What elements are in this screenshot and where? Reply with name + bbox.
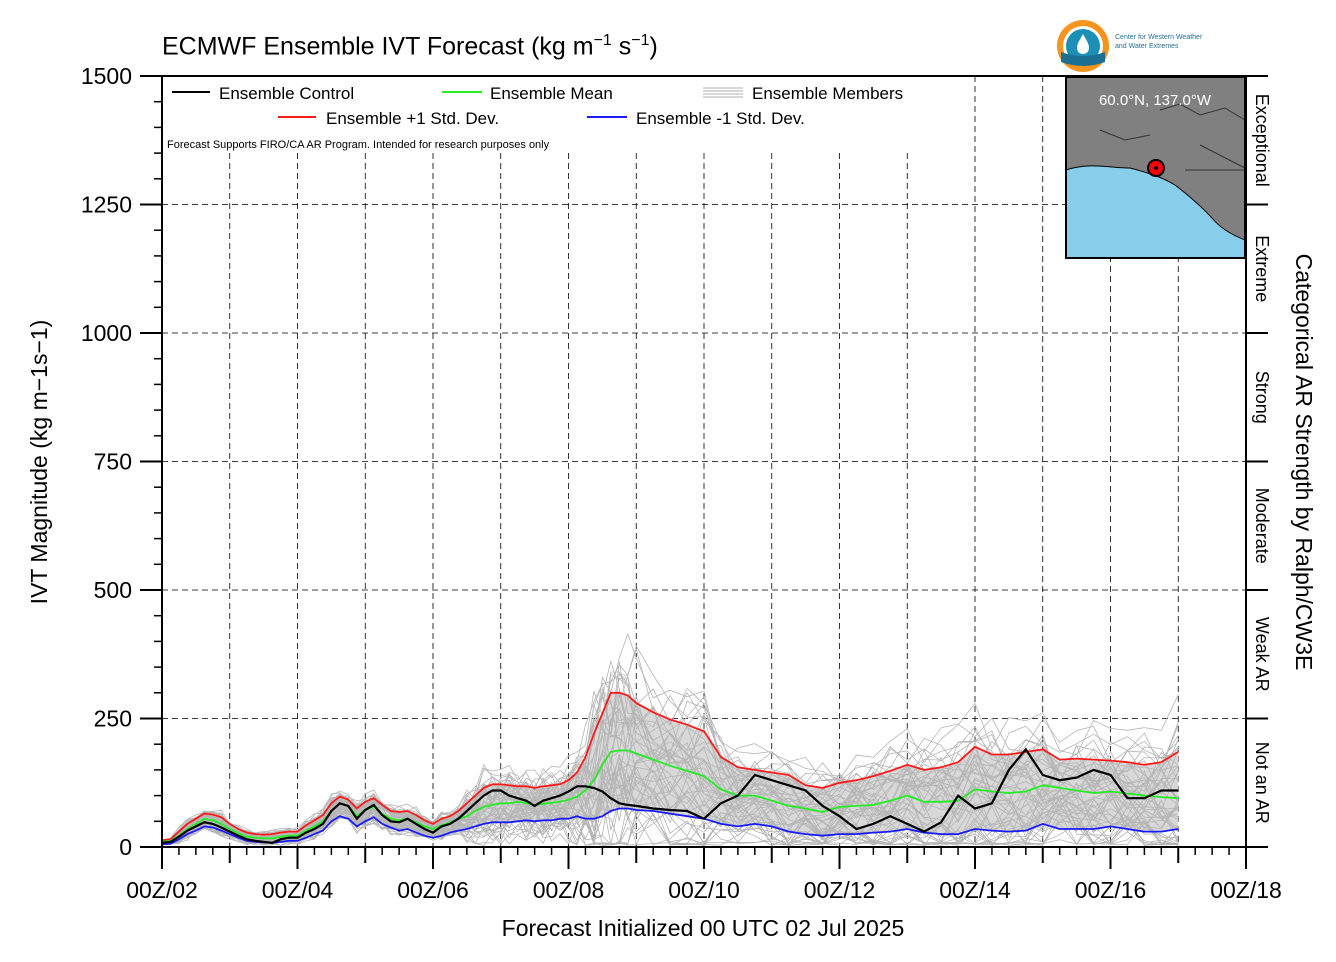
right-axis-label: Categorical AR Strength by Ralph/CW3E: [1291, 254, 1317, 671]
x-tick-label: 00Z/14: [939, 877, 1011, 903]
ensemble-member-line: [161, 644, 1179, 841]
ensemble-member-line: [161, 688, 1179, 842]
ensemble-member-line: [161, 799, 1179, 846]
cw3e-logo: Center for Western Weather and Water Ext…: [1055, 18, 1245, 74]
y-axis-label: IVT Magnitude (kg m−1s−1): [26, 320, 52, 605]
series-line-ensemble-1-std-dev-: [161, 807, 1179, 846]
x-tick-label: 00Z/06: [397, 877, 469, 903]
y-tick-label: 0: [119, 834, 132, 860]
y-tick-label: 1500: [81, 63, 132, 89]
category-label: Strong: [1252, 371, 1272, 424]
y-tick-label: 500: [94, 577, 132, 603]
legend-swatch-members: [703, 87, 743, 98]
category-label: Exceptional: [1252, 94, 1272, 187]
y-tick-label: 1000: [81, 320, 132, 346]
category-label: Moderate: [1252, 488, 1272, 564]
x-tick-label: 00Z/04: [262, 877, 334, 903]
x-tick-label: 00Z/18: [1210, 877, 1282, 903]
x-tick-label: 00Z/02: [126, 877, 198, 903]
series-line-ensemble-control: [161, 747, 1179, 845]
legend: Ensemble Control Ensemble Mean Ensemble …: [167, 84, 903, 151]
inset-borders: [1099, 103, 1246, 171]
legend-label-plus-std: Ensemble +1 Std. Dev.: [326, 109, 499, 128]
x-tick-label: 00Z/12: [804, 877, 876, 903]
disclaimer-note: Forecast Supports FIRO/CA AR Program. In…: [167, 139, 550, 151]
x-tick-label: 00Z/10: [668, 877, 740, 903]
legend-label-mean: Ensemble Mean: [490, 84, 613, 103]
location-inset-map: 60.0°N, 137.0°W: [1065, 76, 1246, 259]
legend-label-control: Ensemble Control: [219, 84, 354, 103]
x-tick-label: 00Z/08: [533, 877, 605, 903]
ensemble-member-line: [161, 659, 1179, 841]
category-label: Not an AR: [1252, 742, 1272, 824]
series-lines: [161, 691, 1179, 846]
x-axis-label: Forecast Initialized 00 UTC 02 Jul 2025: [502, 915, 905, 941]
y-tick-label: 1250: [81, 192, 132, 218]
water-drop-icon: [1057, 20, 1109, 72]
y-tick-label: 750: [94, 449, 132, 475]
category-label: Extreme: [1252, 235, 1272, 302]
ensemble-member-line: [161, 808, 1179, 846]
axes: [140, 75, 1268, 869]
tick-labels: 0 250 500 750 1000 1250 1500 Not an AR Weak AR Mo…: [81, 63, 1282, 903]
legend-label-minus-std: Ensemble -1 Std. Dev.: [636, 109, 805, 128]
category-label: Weak AR: [1252, 617, 1272, 692]
ensemble-member-line: [161, 677, 1179, 841]
series-line-ensemble-1-std-dev-: [161, 691, 1179, 842]
inset-coordinates: 60.0°N, 137.0°W: [1099, 92, 1212, 109]
chart-title: ECMWF Ensemble IVT Forecast (kg m−1 s−1): [162, 32, 658, 61]
x-tick-label: 00Z/16: [1075, 877, 1147, 903]
y-tick-label: 250: [94, 706, 132, 732]
logo-text: Center for Western Weather and Water Ext…: [1115, 34, 1203, 50]
inset-ocean: [1065, 165, 1246, 259]
legend-label-members: Ensemble Members: [752, 84, 903, 103]
grid-lines: [162, 76, 1246, 847]
